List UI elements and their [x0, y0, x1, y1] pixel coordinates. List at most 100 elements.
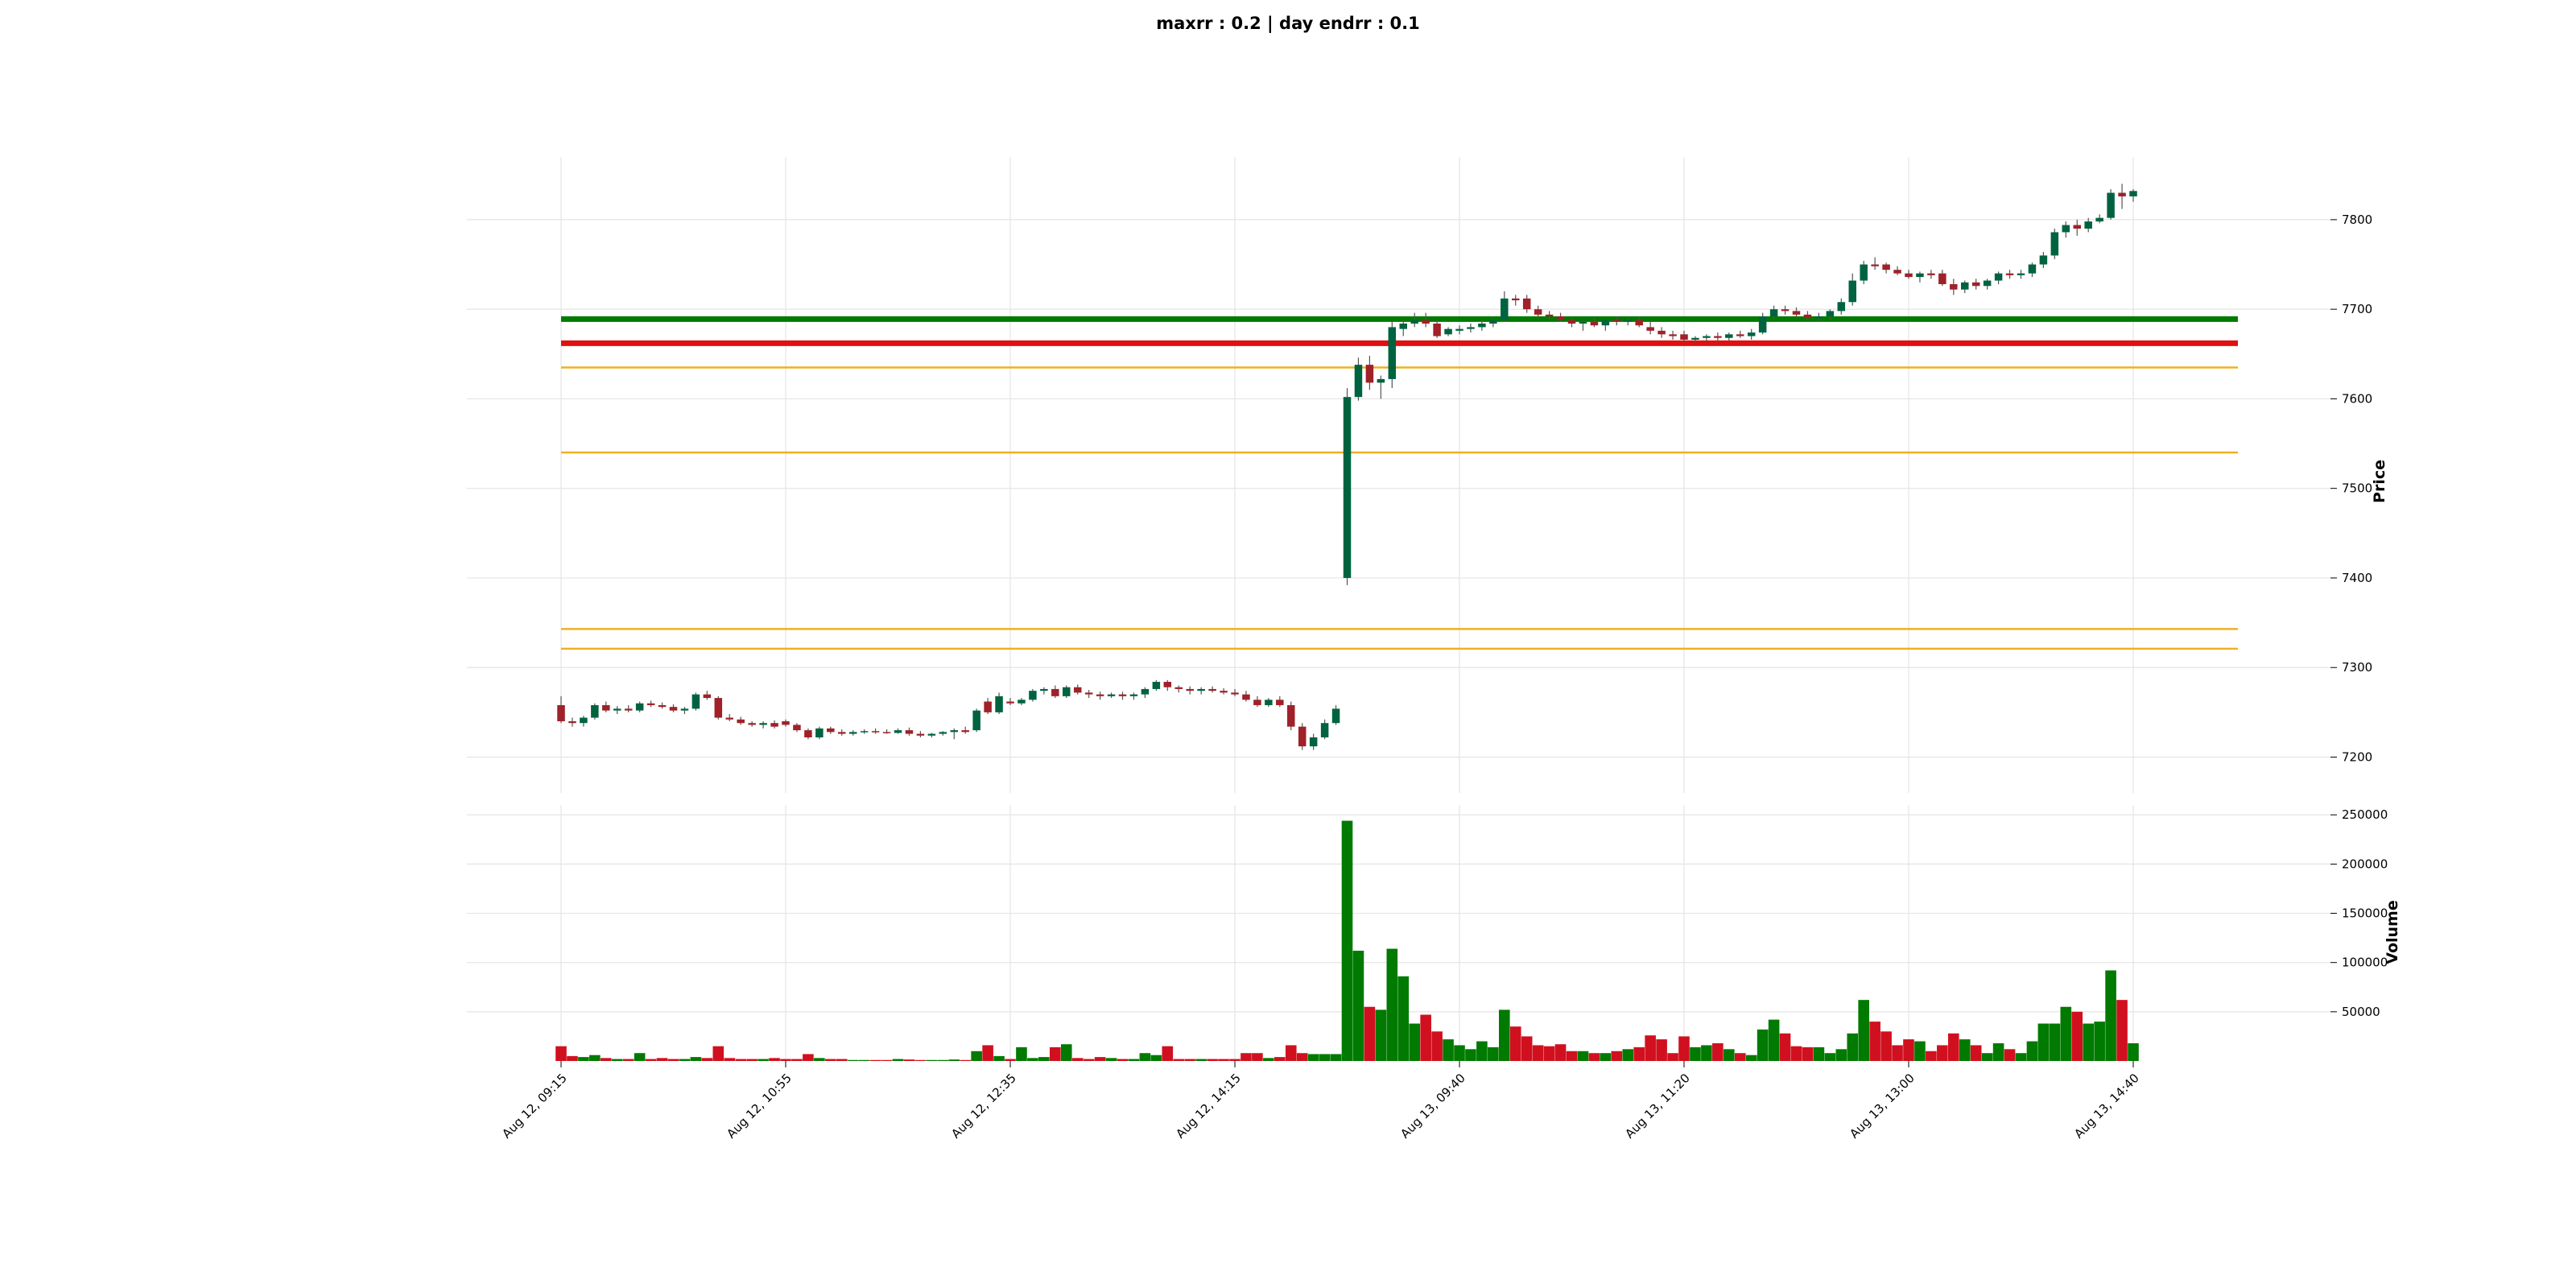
- candle-body: [1320, 723, 1329, 738]
- time-tick-label: Aug 13, 14:40: [2071, 1071, 2142, 1141]
- volume-bar: [847, 1059, 859, 1061]
- volume-bar: [1656, 1039, 1667, 1061]
- volume-bar: [1285, 1045, 1297, 1061]
- candle-body: [1388, 327, 1397, 379]
- candle-body: [748, 723, 756, 725]
- volume-bar: [1880, 1031, 1892, 1061]
- volume-bar: [724, 1058, 736, 1061]
- volume-bar: [1443, 1039, 1454, 1061]
- volume-bar: [881, 1059, 893, 1061]
- volume-bar: [1330, 1054, 1342, 1061]
- volume-bar: [1768, 1019, 1780, 1061]
- volume-bar: [971, 1051, 982, 1061]
- volume-bar: [1869, 1022, 1880, 1061]
- candle-body: [557, 704, 565, 721]
- candle-body: [1309, 737, 1318, 747]
- candle-body: [1399, 323, 1407, 329]
- candle-body: [1298, 726, 1307, 747]
- candle-body: [2050, 232, 2059, 256]
- candle-body: [1691, 337, 1699, 340]
- candle-body: [871, 731, 880, 733]
- volume-bar: [1162, 1046, 1174, 1061]
- candle-body: [1814, 316, 1823, 319]
- candle-body: [1467, 327, 1475, 329]
- candle-body: [1646, 327, 1654, 331]
- volume-bar: [1622, 1049, 1634, 1061]
- candle-body: [680, 708, 689, 711]
- volume-bar: [1341, 820, 1353, 1061]
- candle-body: [1343, 397, 1352, 578]
- volume-bar: [1016, 1046, 1027, 1061]
- candle-body: [1534, 309, 1542, 315]
- volume-bar: [1218, 1059, 1229, 1061]
- volume-bar: [1847, 1033, 1859, 1061]
- candle-body: [927, 733, 936, 736]
- candle-body: [1781, 309, 1790, 312]
- candle-body: [1567, 320, 1576, 324]
- candle-body: [759, 723, 767, 725]
- volume-bar: [1263, 1058, 1274, 1061]
- time-tick-label: Aug 13, 11:20: [1622, 1071, 1693, 1141]
- volume-bar: [1600, 1053, 1612, 1061]
- volume-bar: [836, 1059, 848, 1061]
- volume-bar: [1409, 1023, 1420, 1061]
- volume-bar: [1488, 1046, 1499, 1061]
- candle-body: [1927, 273, 1935, 275]
- volume-bar: [1745, 1055, 1757, 1061]
- candle-body: [1242, 694, 1250, 700]
- volume-bar: [1038, 1057, 1050, 1061]
- candle-body: [1522, 298, 1531, 310]
- time-tick-label: Aug 13, 09:40: [1397, 1071, 1468, 1141]
- volume-bar: [1105, 1058, 1117, 1061]
- candle-body: [1882, 264, 1890, 270]
- candle-body: [1871, 264, 1879, 266]
- volume-tick-label: 150000: [2342, 906, 2388, 921]
- candle-body: [1501, 298, 1509, 320]
- volume-bar: [1937, 1045, 1948, 1061]
- volume-bar: [1633, 1046, 1645, 1061]
- volume-bar: [2037, 1023, 2050, 1061]
- volume-bar: [2026, 1041, 2038, 1061]
- candle-body: [1265, 700, 1273, 705]
- volume-bar: [758, 1059, 769, 1061]
- volume-bar: [1824, 1053, 1836, 1061]
- candle-body: [2129, 191, 2137, 196]
- volume-bar: [1701, 1045, 1712, 1061]
- candle-body: [1961, 282, 1969, 290]
- volume-bar: [567, 1055, 578, 1061]
- volume-bar: [1521, 1036, 1533, 1061]
- candle-body: [1118, 694, 1127, 696]
- candle-body: [995, 696, 1003, 712]
- volume-bar: [2004, 1049, 2016, 1061]
- volume-bar: [1858, 1000, 1869, 1061]
- candle-body: [1792, 311, 1801, 315]
- candle-body: [1129, 694, 1138, 696]
- candle-body: [1084, 692, 1093, 695]
- volume-bar: [746, 1059, 758, 1061]
- candle-body: [591, 704, 599, 718]
- price-tick-label: 7400: [2342, 571, 2372, 585]
- volume-bar: [791, 1059, 803, 1061]
- candle-body: [848, 732, 857, 734]
- volume-bar: [769, 1058, 780, 1061]
- price-tick-label: 7600: [2342, 391, 2372, 406]
- candle-body: [1197, 688, 1205, 691]
- candle-body: [1826, 311, 1835, 317]
- candle-body: [1803, 314, 1812, 319]
- candle-body: [2005, 273, 2014, 275]
- candle-body: [1478, 323, 1486, 328]
- candle-body: [894, 730, 902, 733]
- candle-body: [580, 717, 588, 724]
- candle-body: [1073, 687, 1082, 693]
- price-axis: 7200 7300 7400 7500 7600 7700 7800: [2330, 213, 2372, 764]
- candle-body: [1006, 701, 1014, 704]
- candle-body: [838, 732, 846, 734]
- candle-body: [1365, 365, 1374, 383]
- volume-bar: [1948, 1033, 1959, 1061]
- candle-body: [860, 731, 869, 733]
- candle-body: [1489, 320, 1497, 324]
- volume-bar: [1060, 1044, 1072, 1061]
- volume-bar: [2015, 1053, 2027, 1061]
- volume-bar: [1757, 1029, 1769, 1061]
- volume-bar: [1094, 1057, 1106, 1061]
